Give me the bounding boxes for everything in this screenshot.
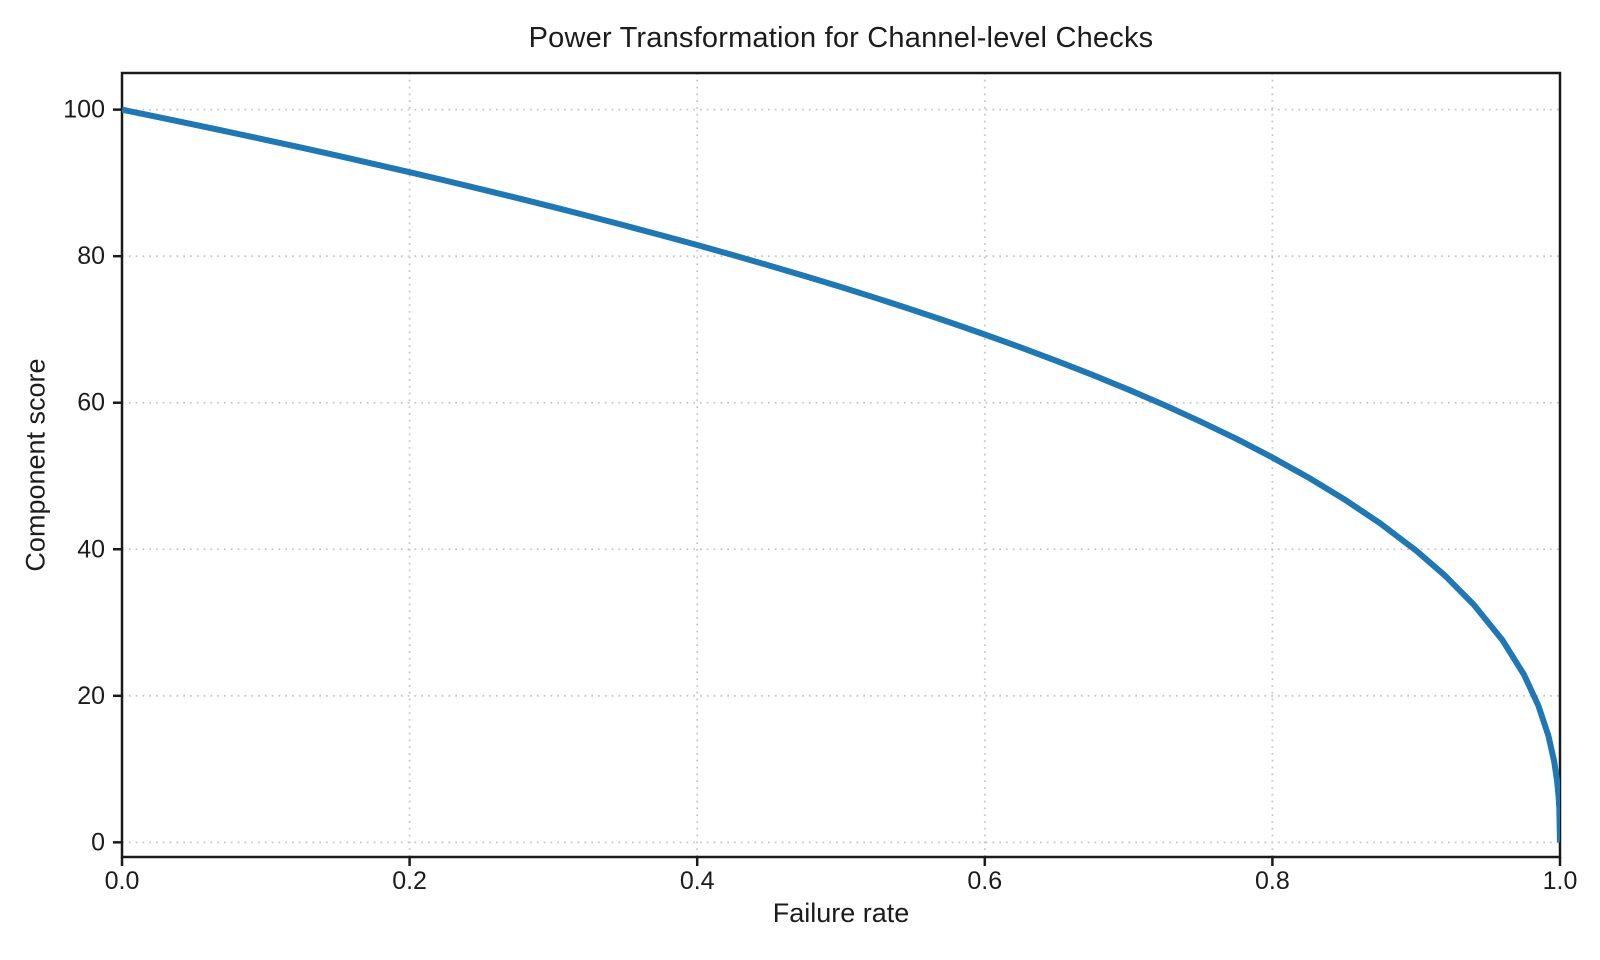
x-tick-label: 0.8	[1255, 867, 1290, 895]
plot-border	[120, 71, 1562, 859]
x-tick-label: 0.6	[967, 867, 1002, 895]
y-tick-label: 80	[77, 242, 105, 270]
power-curve-line	[122, 106, 1560, 843]
y-tick-label: 60	[77, 389, 105, 417]
x-tick-label: 0.4	[680, 867, 715, 895]
y-tick-label: 0	[91, 828, 105, 856]
tick-labels: 0.0 0.2 0.4 0.6 0.8 1.0 0 20 40 60 80 100	[63, 96, 1577, 895]
gridlines	[121, 73, 1561, 857]
y-tick-label: 40	[77, 535, 105, 563]
axis-ticks	[113, 108, 1562, 866]
x-axis-label: Failure rate	[772, 898, 910, 928]
x-tick-label: 1.0	[1543, 867, 1578, 895]
y-tick-label: 20	[77, 682, 105, 710]
chart-title: Power Transformation for Channel-level C…	[528, 22, 1154, 54]
y-tick-label: 100	[63, 96, 105, 124]
x-tick-label: 0.0	[105, 867, 140, 895]
x-tick-label: 0.2	[392, 867, 427, 895]
